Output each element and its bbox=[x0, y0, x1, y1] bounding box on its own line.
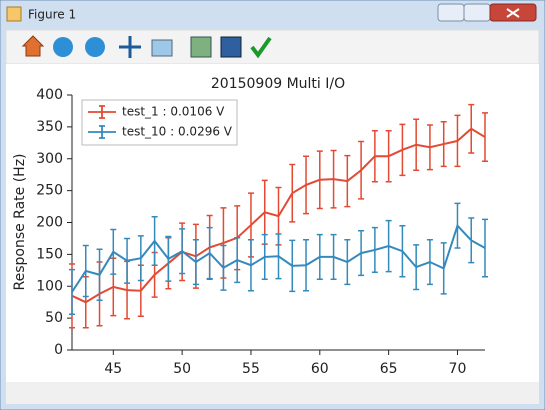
error-bar bbox=[330, 233, 337, 280]
window-title: Figure 1 bbox=[28, 8, 76, 22]
y-tick-label: 300 bbox=[36, 151, 63, 167]
error-bar bbox=[482, 112, 488, 163]
error-bar bbox=[426, 124, 433, 171]
error-bar bbox=[96, 248, 103, 302]
error-bar bbox=[247, 238, 254, 292]
error-bar bbox=[413, 118, 420, 171]
error-bar bbox=[468, 217, 475, 264]
maximize-button[interactable] bbox=[463, 3, 491, 22]
pan-button[interactable] bbox=[119, 36, 141, 58]
error-bar bbox=[275, 233, 282, 280]
error-bar bbox=[110, 228, 117, 275]
y-tick-label: 250 bbox=[36, 183, 63, 199]
error-bar bbox=[206, 226, 213, 280]
x-tick-label: 65 bbox=[380, 361, 398, 377]
x-tick-label: 60 bbox=[311, 361, 329, 377]
forward-button[interactable] bbox=[85, 37, 105, 57]
y-tick-label: 50 bbox=[45, 310, 63, 326]
app-icon bbox=[6, 6, 22, 22]
error-bar bbox=[165, 235, 172, 282]
error-bar bbox=[371, 226, 378, 273]
error-bar bbox=[234, 237, 241, 284]
error-bar bbox=[385, 219, 392, 273]
check-button[interactable] bbox=[250, 36, 272, 59]
status-bar bbox=[6, 382, 539, 404]
y-tick-label: 350 bbox=[36, 119, 63, 135]
close-icon bbox=[506, 8, 520, 18]
x-tick-label: 45 bbox=[104, 361, 122, 377]
error-bar bbox=[179, 228, 186, 275]
error-bar bbox=[69, 268, 75, 316]
zoom-button[interactable] bbox=[151, 39, 173, 57]
error-bar bbox=[399, 224, 406, 278]
error-bar bbox=[426, 238, 433, 286]
error-bar bbox=[220, 244, 227, 291]
toolbar-icons bbox=[21, 35, 272, 59]
legend-swatch bbox=[88, 105, 116, 119]
error-bar bbox=[344, 238, 351, 286]
error-bar bbox=[468, 103, 475, 154]
x-tick-label: 70 bbox=[449, 361, 467, 377]
error-bar bbox=[454, 202, 461, 249]
x-tick-label: 55 bbox=[242, 361, 260, 377]
subplots-button[interactable] bbox=[190, 36, 212, 58]
error-bar bbox=[344, 154, 351, 208]
error-bar bbox=[440, 242, 447, 295]
error-bar bbox=[151, 216, 158, 266]
legend-label: test_1 : 0.0106 V bbox=[122, 105, 225, 119]
legend-swatch bbox=[88, 125, 116, 139]
error-bar bbox=[413, 244, 420, 291]
error-bar bbox=[124, 237, 131, 284]
back-button[interactable] bbox=[53, 37, 73, 57]
error-bar bbox=[192, 238, 199, 286]
chart-title: 20150909 Multi I/O bbox=[211, 76, 345, 92]
error-bar bbox=[371, 129, 378, 183]
error-bar bbox=[289, 239, 296, 293]
error-bar bbox=[330, 149, 337, 209]
error-bar bbox=[358, 140, 365, 200]
error-bar bbox=[385, 129, 392, 183]
y-axis-label: Response Rate (Hz) bbox=[12, 153, 28, 290]
error-bar bbox=[316, 233, 323, 280]
y-tick-label: 0 bbox=[54, 342, 63, 358]
legend-label: test_10 : 0.0296 V bbox=[122, 125, 233, 139]
error-bar bbox=[289, 163, 296, 223]
error-bar bbox=[399, 123, 406, 177]
x-tick-label: 50 bbox=[173, 361, 191, 377]
y-tick-label: 150 bbox=[36, 246, 63, 262]
error-bar bbox=[316, 150, 323, 210]
error-bar bbox=[82, 244, 89, 298]
save-button[interactable] bbox=[220, 36, 242, 58]
error-bar bbox=[358, 230, 365, 277]
error-bar bbox=[303, 238, 310, 292]
error-bar bbox=[454, 114, 461, 168]
error-bar bbox=[482, 218, 488, 278]
error-bar bbox=[440, 121, 447, 168]
error-bar bbox=[137, 235, 144, 282]
y-tick-label: 200 bbox=[36, 215, 63, 231]
minimize-button[interactable] bbox=[437, 3, 465, 22]
legend-box bbox=[81, 99, 238, 146]
error-bar bbox=[303, 155, 310, 215]
error-bar bbox=[261, 233, 268, 280]
y-tick-label: 100 bbox=[36, 278, 63, 294]
y-tick-label: 400 bbox=[36, 87, 63, 103]
home-button[interactable] bbox=[21, 35, 45, 57]
